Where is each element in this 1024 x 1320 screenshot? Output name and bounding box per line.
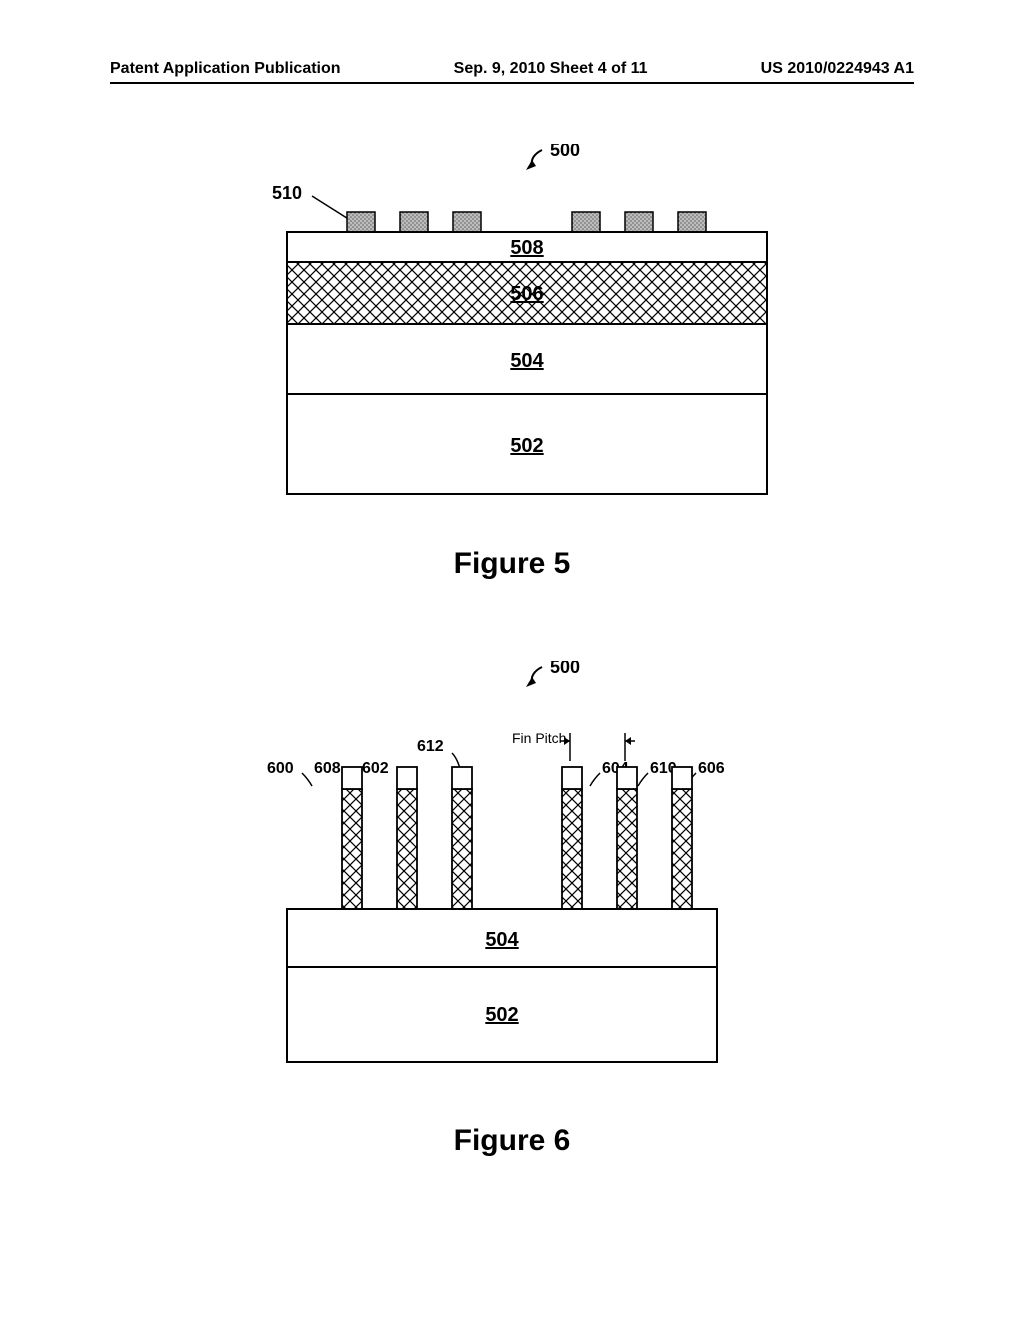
ref-500-pointer: 500 — [526, 144, 580, 170]
ref-608: 608 — [314, 760, 341, 777]
figure-6-svg: 500 Fin Pitch 600 608 — [202, 661, 822, 1091]
ref-602: 602 — [362, 760, 389, 777]
mask-blocks — [347, 212, 706, 232]
fin-body — [397, 789, 417, 909]
figure-5-caption: Figure 5 — [454, 547, 571, 581]
fin-body — [452, 789, 472, 909]
layer-508-label: 508 — [510, 237, 543, 259]
figure-6-drawing: 500 Fin Pitch 600 608 — [202, 661, 822, 1096]
fin-cap — [452, 767, 472, 789]
fins — [342, 767, 692, 909]
fig6-layer-stack: 504 502 — [287, 909, 717, 1062]
ref-510-text: 510 — [272, 183, 302, 203]
ref-510: 510 — [272, 183, 350, 220]
figure-5: 500 510 — [110, 144, 914, 581]
fin-cap — [562, 767, 582, 789]
figure-5-svg: 500 510 — [202, 144, 822, 514]
fin-body — [342, 789, 362, 909]
fin-cap — [342, 767, 362, 789]
header-left: Patent Application Publication — [110, 60, 341, 78]
fin-pitch-label: Fin Pitch — [512, 730, 566, 746]
fig6-layer-504-label: 504 — [485, 929, 519, 951]
fin-cap — [672, 767, 692, 789]
fin-body — [672, 789, 692, 909]
layer-stack: 508 506 504 502 — [287, 232, 767, 494]
fin-pitch-annotation: Fin Pitch — [512, 730, 635, 761]
fin-body — [562, 789, 582, 909]
ref-606: 606 — [698, 760, 725, 777]
fig6-layer-502-label: 502 — [485, 1004, 518, 1026]
ref-500-text: 500 — [550, 144, 580, 160]
layer-506-label: 506 — [510, 283, 543, 305]
ref-600: 600 — [267, 760, 294, 777]
figure-6: 500 Fin Pitch 600 608 — [110, 661, 914, 1158]
header-right: US 2010/0224943 A1 — [761, 60, 914, 78]
header: Patent Application Publication Sep. 9, 2… — [110, 60, 914, 84]
figure-5-drawing: 500 510 — [202, 144, 822, 519]
fin-body — [617, 789, 637, 909]
layer-504-label: 504 — [510, 350, 544, 372]
ref-500-text-fig6: 500 — [550, 661, 580, 677]
fin-cap — [397, 767, 417, 789]
layer-502-label: 502 — [510, 435, 543, 457]
fin-cap — [617, 767, 637, 789]
fig6-right-labels: 604 610 606 — [590, 760, 725, 786]
figure-6-caption: Figure 6 — [454, 1124, 571, 1158]
page: Patent Application Publication Sep. 9, 2… — [0, 0, 1024, 1320]
header-center: Sep. 9, 2010 Sheet 4 of 11 — [454, 60, 648, 78]
fig6-left-labels: 600 608 602 612 — [267, 738, 464, 786]
ref-612: 612 — [417, 738, 444, 755]
ref-500-pointer-fig6: 500 — [526, 661, 580, 687]
